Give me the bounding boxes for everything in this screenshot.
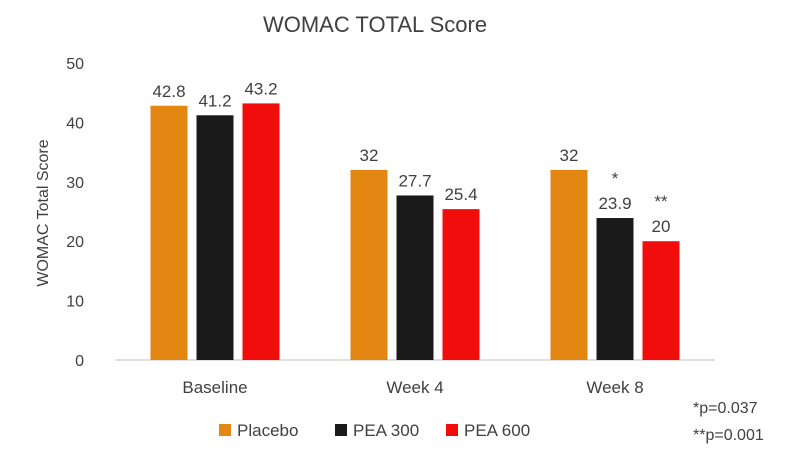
bar xyxy=(196,115,234,360)
chart-title: WOMAC TOTAL Score xyxy=(263,12,487,37)
legend: Placebo PEA 300 PEA 600 xyxy=(219,421,530,440)
footnote-1: *p=0.037 xyxy=(693,400,758,417)
x-tick-label: Week 4 xyxy=(386,378,443,397)
data-label: 42.8 xyxy=(152,82,185,101)
data-label: 32 xyxy=(560,146,579,165)
bar xyxy=(150,105,188,360)
bar xyxy=(350,169,388,360)
bar xyxy=(396,195,434,360)
y-tick-label: 40 xyxy=(66,115,84,132)
y-tick-label: 20 xyxy=(66,234,84,251)
data-label: 25.4 xyxy=(444,185,477,204)
legend-swatch xyxy=(446,424,458,436)
data-label: 32 xyxy=(360,146,379,165)
bar xyxy=(550,169,588,360)
x-tick-label: Baseline xyxy=(182,378,247,397)
bar xyxy=(442,209,480,360)
significance-marker: * xyxy=(612,169,619,188)
footnote-2: **p=0.001 xyxy=(693,427,764,444)
data-label: 43.2 xyxy=(244,79,277,98)
legend-swatch xyxy=(335,424,347,436)
legend-swatch xyxy=(219,424,231,436)
x-axis-ticks: Baseline Week 4 Week 8 xyxy=(182,378,643,397)
y-axis-label: WOMAC Total Score xyxy=(35,139,52,286)
data-label: 41.2 xyxy=(198,91,231,110)
legend-label: Placebo xyxy=(237,421,298,440)
bars-group: 42.8 41.2 43.2 32 27.7 25.4 32 23.9 * 20 ** xyxy=(150,79,680,360)
bar xyxy=(596,218,634,360)
bar xyxy=(242,103,280,360)
data-label: 23.9 xyxy=(598,194,631,213)
y-tick-label: 30 xyxy=(66,175,84,192)
legend-label: PEA 300 xyxy=(353,421,419,440)
significance-marker: ** xyxy=(654,192,668,211)
y-tick-label: 0 xyxy=(75,353,84,370)
y-tick-label: 10 xyxy=(66,294,84,311)
y-axis-ticks: 0 10 20 30 40 50 xyxy=(66,56,84,370)
x-tick-label: Week 8 xyxy=(586,378,643,397)
data-label: 27.7 xyxy=(398,171,431,190)
data-label: 20 xyxy=(652,217,671,236)
y-tick-label: 50 xyxy=(66,56,84,73)
bar xyxy=(642,241,680,360)
legend-label: PEA 600 xyxy=(464,421,530,440)
